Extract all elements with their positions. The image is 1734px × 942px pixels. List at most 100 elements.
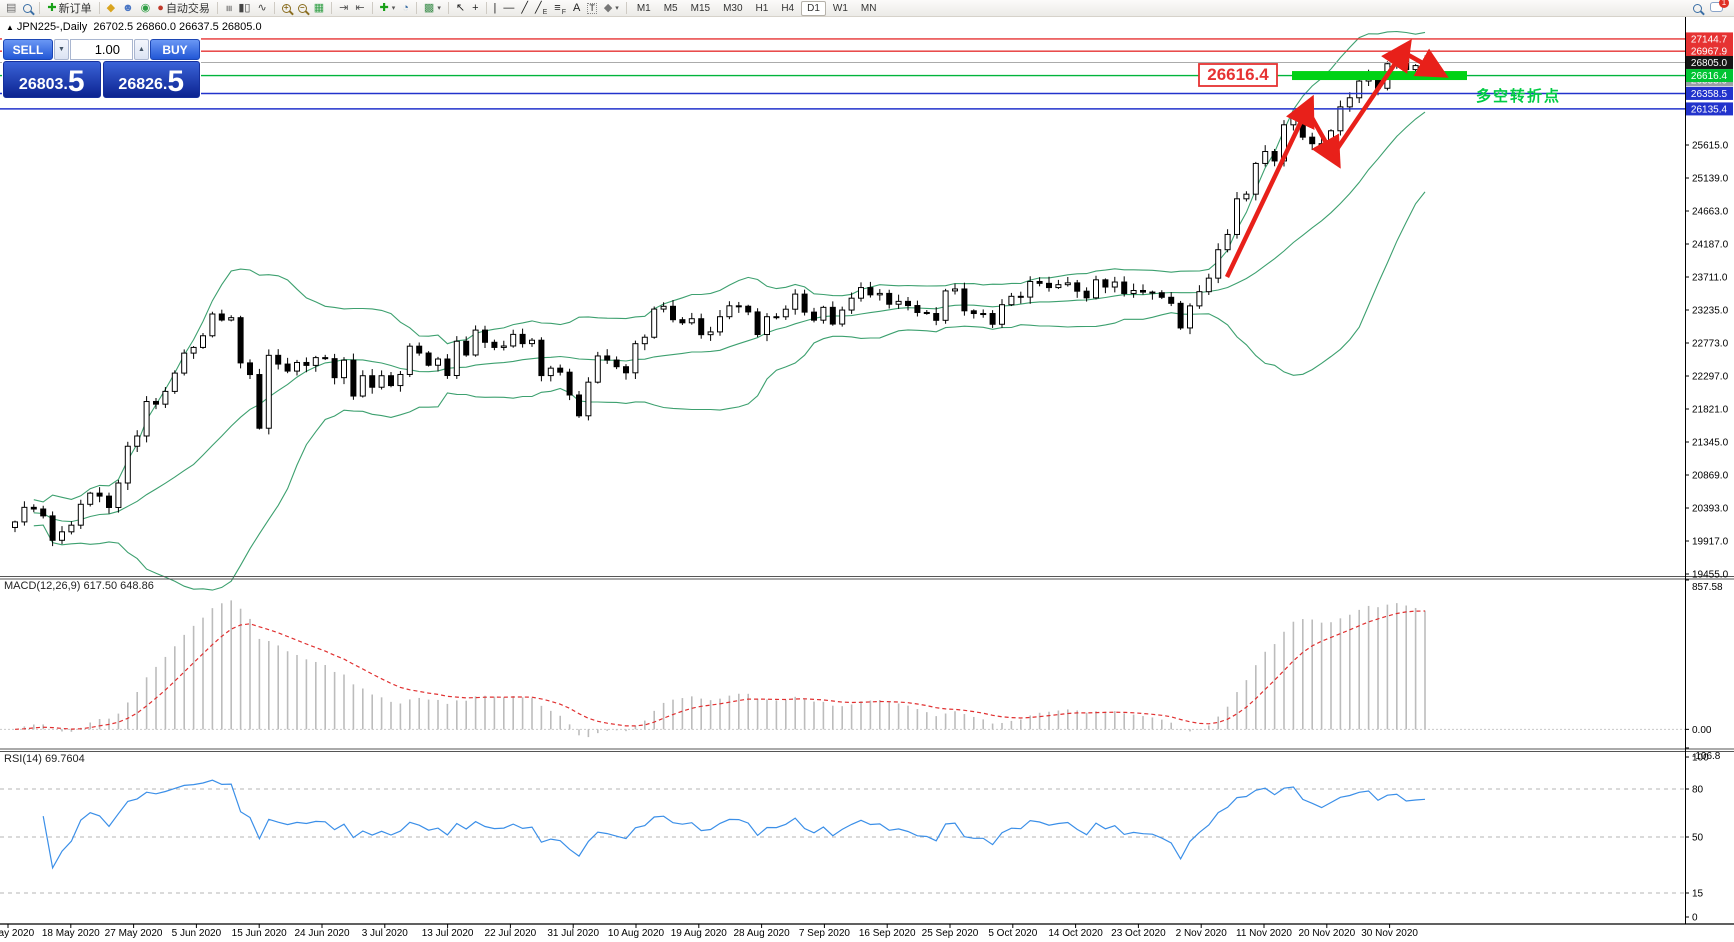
one-click-trading-panel: SELL ▼ 1.00 ▲ BUY 26803. 5 26826. 5: [2, 38, 201, 99]
notification-badge: 1: [1719, 0, 1729, 8]
horizontal-line-icon[interactable]: —: [500, 1, 517, 16]
price-tick: 25615.0: [1692, 141, 1729, 152]
timeframe-h4[interactable]: H4: [775, 1, 800, 16]
date-label: 22 Jul 2020: [485, 928, 537, 939]
price-tag-26135.4: [1686, 102, 1733, 116]
crosshair-icon[interactable]: +: [469, 1, 481, 16]
equidistant-channel-icon-glyph: ╱: [534, 1, 542, 14]
date-label: 19 Aug 2020: [671, 928, 728, 939]
date-label: 3 Jul 2020: [362, 928, 409, 939]
bar-chart-icon[interactable]: ≡: [222, 1, 235, 16]
volume-decrease-button[interactable]: ▼: [54, 39, 69, 60]
trend-arrow[interactable]: [1305, 107, 1341, 169]
price-tag-text: 27144.7: [1691, 34, 1728, 45]
trend-arrow[interactable]: [1401, 48, 1449, 78]
text-icon[interactable]: A: [570, 1, 583, 16]
timeframe-m5[interactable]: M5: [658, 1, 684, 16]
date-label: 5 Oct 2020: [988, 928, 1037, 939]
macd-panel: MACD(12,26,9) 617.50 648.86: [0, 580, 1685, 738]
date-label: 31 Jul 2020: [547, 928, 599, 939]
auto-scroll-icon[interactable]: ⇥: [336, 1, 351, 16]
fibonacci-icon[interactable]: ≡ F: [551, 1, 569, 16]
price-tag-26616.4: [1686, 69, 1733, 83]
volume-increase-button[interactable]: ▲: [134, 39, 149, 60]
timeframe-h1[interactable]: H1: [750, 1, 775, 16]
lower-band: [33, 191, 1426, 591]
timeframe-m1[interactable]: M1: [631, 1, 657, 16]
trendline-icon-glyph: ╱: [521, 1, 528, 14]
timeframe-d1[interactable]: D1: [801, 0, 826, 16]
sell-price-display[interactable]: 26803. 5: [3, 61, 101, 98]
new-chart-icon[interactable]: ✚ ▾: [377, 1, 399, 16]
rsi-label: RSI(14) 69.7604: [4, 753, 85, 765]
timeframe-m15[interactable]: M15: [685, 1, 716, 16]
price-callout-box[interactable]: [1198, 63, 1278, 87]
text-label-icon[interactable]: T: [584, 1, 600, 16]
trend-arrow[interactable]: [1224, 94, 1315, 278]
arrows-icon-glyph: ◆: [603, 1, 613, 14]
cursor-icon[interactable]: ↖: [453, 1, 468, 16]
chart-annotations[interactable]: 26616.4 多空转折点: [1198, 38, 1561, 278]
macd-label: MACD(12,26,9) 617.50 648.86: [4, 580, 154, 592]
macd-tick: 857.58: [1692, 582, 1723, 593]
symbol-arrow-icon: ▲: [6, 23, 14, 32]
price-tag-text: 26616.4: [1691, 71, 1728, 82]
chart-shift-icon[interactable]: ⇤: [352, 1, 367, 16]
crosshair-icon-glyph: +: [472, 1, 479, 14]
annotation-text[interactable]: 多空转折点: [1476, 87, 1561, 105]
price-tick: 20393.0: [1692, 504, 1729, 515]
line-chart-icon[interactable]: ∿: [254, 1, 269, 16]
date-label: 23 Oct 2020: [1111, 928, 1166, 939]
date-label: 30 Nov 2020: [1361, 928, 1418, 939]
tile-windows-icon[interactable]: ▦: [311, 1, 327, 16]
candlestick-chart-icon[interactable]: ▮▯: [235, 1, 253, 16]
price-tag-26967.9: [1686, 44, 1733, 58]
arrows-icon[interactable]: ◆ ▾: [601, 1, 622, 16]
equidistant-channel-icon[interactable]: ╱ E: [532, 1, 550, 16]
buy-price-display[interactable]: 26826. 5: [102, 61, 200, 98]
vertical-line-icon[interactable]: |: [491, 1, 500, 16]
rsi-tick: 80: [1692, 785, 1704, 796]
time-axis[interactable]: 8 May 2020 18 May 2020 27 May 2020 5 Jun 20…: [0, 924, 1418, 939]
search-icon[interactable]: [1693, 3, 1702, 13]
price-axis[interactable]: 25615.0 25139.0 24663.0 24187.0 23711.0 23235…: [1685, 32, 1733, 924]
sell-button[interactable]: SELL: [3, 39, 53, 60]
price-tick: 20869.0: [1692, 471, 1729, 482]
vertical-line-icon-glyph: |: [493, 1, 497, 14]
trend-arrow[interactable]: [1331, 38, 1412, 157]
zoom-in-icon[interactable]: +: [279, 1, 294, 16]
charts-window-icon-glyph: ▤: [6, 1, 17, 14]
templates-icon[interactable]: ▩ ▾: [421, 1, 444, 16]
price-tick: 19917.0: [1692, 537, 1729, 548]
chart-styles-icon[interactable]: ◆: [104, 1, 118, 16]
price-tick: 22297.0: [1692, 372, 1729, 383]
date-label: 13 Jul 2020: [422, 928, 474, 939]
buy-button[interactable]: BUY: [150, 39, 200, 60]
autotrading-button[interactable]: ● 自动交易: [154, 1, 213, 16]
support-zone-highlight[interactable]: [1292, 71, 1467, 81]
rsi-line: [42, 779, 1426, 870]
new-order-button[interactable]: ✚ 新订单: [44, 1, 94, 16]
periods-icon[interactable]: ◔: [399, 1, 412, 16]
price-tick: 19455.0: [1692, 570, 1729, 581]
timeframe-m30[interactable]: M30: [717, 1, 748, 16]
timeframe-mn[interactable]: MN: [855, 1, 883, 16]
zoom-out-icon[interactable]: −: [295, 1, 310, 16]
trendline-icon[interactable]: ╱: [518, 1, 531, 16]
date-label: 14 Oct 2020: [1048, 928, 1103, 939]
new-order-button-glyph: ✚: [47, 1, 57, 14]
middle-band: [33, 111, 1426, 523]
new-chart-icon-glyph: ✚: [379, 1, 389, 14]
upper-band: [33, 30, 1426, 503]
profile-icon[interactable]: ☻: [119, 1, 137, 16]
charts-window-icon[interactable]: ▤: [3, 1, 19, 16]
price-tag-text: 26135.4: [1691, 104, 1728, 115]
price-tick: 21345.0: [1692, 438, 1729, 449]
price-tag-text: 26967.9: [1691, 47, 1728, 58]
volume-input[interactable]: 1.00: [70, 39, 133, 60]
price-tick: 23235.0: [1692, 306, 1729, 317]
signals-icon[interactable]: ◉: [138, 1, 154, 16]
timeframe-w1[interactable]: W1: [827, 1, 854, 16]
data-window-icon[interactable]: [20, 1, 35, 16]
